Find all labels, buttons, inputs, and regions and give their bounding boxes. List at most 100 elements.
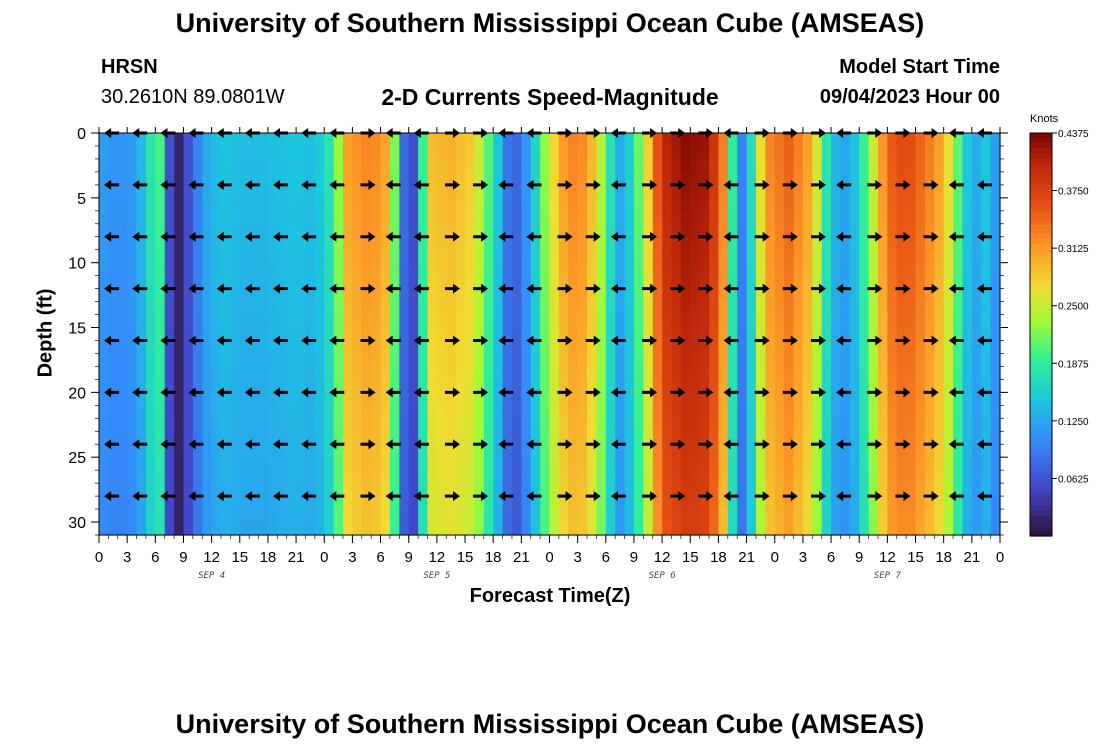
heatmap-cell [859, 444, 870, 458]
heatmap-cell [183, 340, 194, 355]
heatmap-cell [774, 457, 785, 471]
heatmap-cell [755, 236, 766, 251]
heatmap-cell [981, 418, 992, 432]
heatmap-cell [633, 431, 644, 445]
colorbar-segment [1030, 248, 1052, 255]
heatmap-cell [915, 379, 926, 393]
heatmap-cell [643, 288, 654, 303]
heatmap-cell [802, 262, 813, 277]
heatmap-cell [474, 496, 485, 510]
heatmap-cell [680, 522, 691, 536]
heatmap-cell [765, 522, 776, 536]
heatmap-cell [333, 262, 344, 277]
heatmap-cell [352, 444, 363, 458]
heatmap-cell [943, 288, 954, 303]
heatmap-cell [174, 496, 185, 510]
heatmap-cell [887, 444, 898, 458]
heatmap-cell [277, 275, 288, 290]
heatmap-cell [211, 301, 222, 316]
heatmap-cell [577, 171, 588, 186]
heatmap-cell [380, 483, 391, 497]
heatmap-cell [521, 418, 532, 432]
heatmap-cell [380, 288, 391, 303]
heatmap-cell [249, 418, 260, 432]
current-arrow [810, 283, 826, 294]
heatmap-cell [108, 353, 119, 368]
heatmap-cell [249, 405, 260, 419]
heatmap-cell [633, 444, 644, 458]
heatmap-cell [587, 444, 598, 458]
heatmap-cell [211, 444, 222, 458]
heatmap-cell [934, 133, 945, 147]
heatmap-cell [192, 340, 203, 355]
heatmap-cell [296, 301, 307, 316]
heatmap-cell [840, 133, 851, 147]
heatmap-cell [474, 145, 485, 160]
heatmap-cell [840, 223, 851, 238]
heatmap-cell [99, 314, 109, 329]
heatmap-cell [540, 418, 551, 432]
heatmap-cell [436, 340, 447, 355]
heatmap-cell [202, 262, 213, 277]
heatmap-cell [943, 470, 954, 484]
heatmap-cell [624, 133, 635, 147]
heatmap-cell [699, 405, 710, 419]
heatmap-cell [511, 522, 522, 536]
heatmap-cell [802, 301, 813, 316]
heatmap-cell [774, 236, 785, 251]
heatmap-cell [455, 522, 466, 536]
colorbar-segment [1030, 384, 1052, 391]
heatmap-cell [821, 444, 832, 458]
heatmap-cell [211, 457, 222, 471]
heatmap-cell [333, 133, 344, 147]
heatmap-cell [671, 366, 682, 380]
heatmap-cell [371, 353, 382, 368]
heatmap-cell [577, 340, 588, 355]
heatmap-cell [962, 444, 973, 458]
heatmap-cell [249, 288, 260, 303]
current-arrow [723, 439, 739, 450]
heatmap-cell [221, 158, 231, 173]
heatmap-cell [239, 418, 250, 432]
heatmap-cell [99, 184, 109, 199]
heatmap-cell [465, 431, 476, 445]
heatmap-cell [108, 483, 119, 497]
current-arrow [557, 439, 573, 450]
heatmap-cell [981, 301, 992, 316]
heatmap-cell [136, 210, 147, 225]
heatmap-cell [896, 275, 907, 290]
heatmap-cell [267, 288, 278, 303]
heatmap-cell [239, 275, 250, 290]
heatmap-cell [436, 262, 447, 277]
heatmap-cell [774, 145, 785, 160]
heatmap-cell [446, 314, 457, 329]
current-arrow [810, 491, 826, 502]
heatmap-cell [127, 353, 138, 368]
heatmap-cell [906, 496, 917, 510]
heatmap-cell [408, 314, 419, 329]
heatmap-cell [371, 133, 382, 147]
heatmap-cell [305, 133, 316, 147]
heatmap-cell [127, 366, 138, 380]
heatmap-cell [333, 275, 344, 290]
heatmap-cell [277, 522, 288, 536]
current-arrow [642, 335, 658, 346]
current-arrow [923, 439, 939, 450]
heatmap-cell [540, 210, 551, 225]
heatmap-cell [605, 405, 616, 419]
heatmap-cell [502, 171, 513, 186]
heatmap-cell [418, 509, 429, 523]
heatmap-cell [352, 340, 363, 355]
heatmap-cell [802, 210, 813, 225]
heatmap-cell [202, 210, 213, 225]
heatmap-cell [211, 158, 222, 173]
colorbar-segment [1030, 530, 1052, 537]
heatmap-cell [755, 288, 766, 303]
x-tick-label: 6 [827, 549, 835, 566]
heatmap-cell [718, 210, 729, 225]
heatmap-cell [831, 327, 842, 342]
heatmap-cell [136, 522, 147, 536]
heatmap-cell [943, 301, 954, 316]
heatmap-cell [502, 301, 513, 316]
heatmap-cell [427, 418, 438, 432]
